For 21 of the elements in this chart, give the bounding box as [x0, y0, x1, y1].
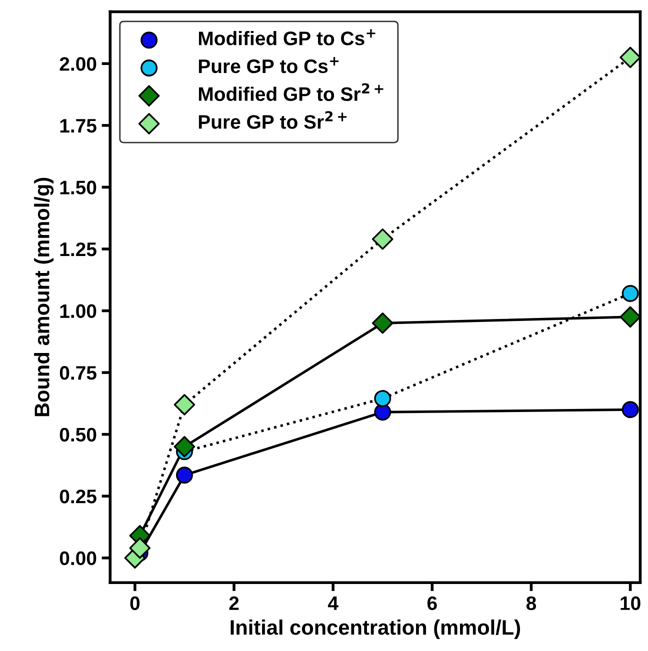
y-tick-label: 0.50	[60, 428, 96, 442]
x-axis-title: Initial concentration (mmol/L)	[230, 620, 520, 639]
y-tick-label: 0.25	[60, 490, 96, 504]
legend-label: Pure GP to Sr$^{2+}$	[198, 111, 347, 129]
y-tick-label: 1.50	[60, 180, 96, 194]
y-tick-label: 1.00	[60, 304, 96, 318]
legend-label: Pure GP to Cs$^{+}$	[198, 56, 339, 74]
y-tick-label: 0.00	[60, 551, 96, 566]
y-axis-title: Bound amount (mmol/g)	[34, 178, 54, 416]
x-tick-label: 8	[526, 596, 536, 610]
legend-label: Modified GP to Cs$^{+}$	[198, 29, 376, 46]
x-tick-label: 10	[620, 596, 640, 610]
x-tick-label: 6	[427, 596, 437, 610]
y-tick-label: 0.75	[60, 366, 96, 380]
x-tick-label: 0	[130, 596, 140, 610]
x-tick-label: 2	[229, 596, 239, 610]
y-tick-label: 1.75	[60, 119, 96, 133]
y-tick-label: 1.25	[60, 242, 96, 256]
y-tick-label: 2.00	[60, 57, 96, 71]
legend-label: Modified GP to Sr$^{2+}$	[198, 83, 384, 101]
x-tick-label: 4	[328, 596, 338, 610]
